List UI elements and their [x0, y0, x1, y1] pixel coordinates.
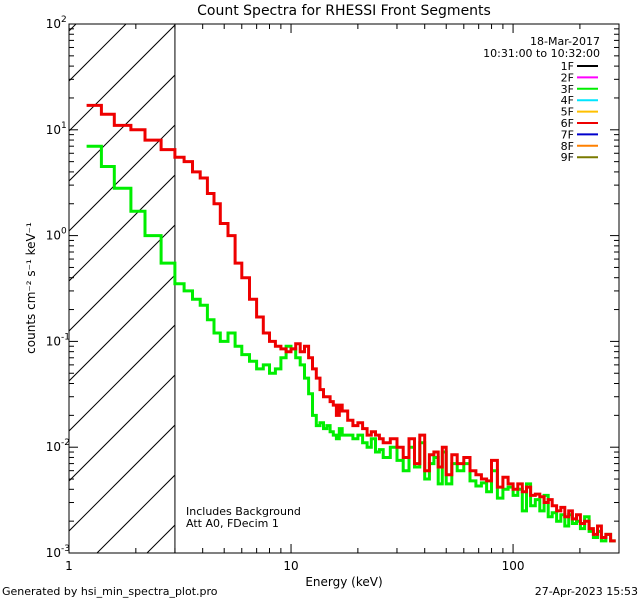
y-tick-exponent: -3: [61, 544, 70, 554]
hatch-line: [397, 0, 640, 553]
series-6F-line: [86, 103, 616, 543]
y-tick-exponent: 2: [61, 15, 67, 25]
legend-label: 3F: [561, 83, 574, 96]
y-tick-exponent: -2: [61, 438, 70, 448]
annotation-attenuator: Att A0, FDecim 1: [186, 517, 279, 530]
series-3F-line: [86, 144, 616, 543]
footer-timestamp: 27-Apr-2023 15:53: [535, 585, 638, 598]
hatch-line: [69, 424, 175, 532]
legend-item-3F: 3F: [561, 83, 598, 96]
legend-item-4F: 4F: [561, 94, 598, 107]
y-tick-base: 10: [46, 334, 61, 348]
hatch-line: [0, 0, 97, 553]
x-tick-label: 100: [502, 559, 525, 573]
legend-label: 6F: [561, 117, 574, 130]
legend-item-7F: 7F: [561, 128, 598, 141]
chart-title: Count Spectra for RHESSI Front Segments: [197, 3, 491, 19]
legend-label: 1F: [561, 60, 574, 73]
legend-item-8F: 8F: [561, 140, 598, 153]
x-axis-label: Energy (keV): [305, 575, 382, 589]
legend-item-1F: 1F: [561, 60, 598, 73]
axis-ticks: [68, 23, 620, 554]
hatched-region: [0, 0, 640, 553]
legend-date: 18-Mar-2017: [530, 35, 600, 48]
y-tick-base: 10: [46, 440, 61, 454]
y-tick-base: 10: [46, 17, 61, 31]
y-tick-base: 10: [46, 229, 61, 243]
y-tick-exponent: 1: [61, 121, 67, 131]
y-tick-base: 10: [46, 546, 61, 560]
hatch-line: [96, 474, 175, 553]
legend-item-2F: 2F: [561, 71, 598, 84]
y-tick-label: 10 0: [46, 227, 67, 243]
legend-item-9F: 9F: [561, 151, 598, 164]
legend-item-6F: 6F: [561, 117, 598, 130]
hatch-line: [69, 74, 175, 182]
legend-label: 9F: [561, 151, 574, 164]
legend-label: 2F: [561, 71, 574, 84]
footer-generated-by: Generated by hsi_min_spectra_plot.pro: [2, 585, 218, 598]
y-tick-label: 10 -2: [46, 438, 70, 454]
legend-item-5F: 5F: [561, 106, 598, 119]
y-tick-base: 10: [46, 123, 61, 137]
hatch-line: [69, 24, 175, 132]
hatch-line: [69, 224, 175, 332]
x-tick-label: 10: [283, 559, 298, 573]
legend-label: 5F: [561, 106, 574, 119]
plot-frame: [68, 23, 620, 554]
legend-time-range: 10:31:00 to 10:32:00: [483, 47, 600, 60]
legend-label: 8F: [561, 140, 574, 153]
annotation-background: Includes Background: [186, 505, 301, 518]
legend-label: 4F: [561, 94, 574, 107]
hatch-line: [69, 24, 127, 82]
y-tick-exponent: 0: [61, 227, 67, 237]
legend-label: 7F: [561, 128, 574, 141]
y-tick-label: 10 -1: [46, 332, 70, 348]
hatch-line: [69, 374, 175, 482]
y-axis-label: counts cm⁻² s⁻¹ keV⁻¹: [24, 222, 38, 354]
y-tick-label: 10 -3: [46, 544, 70, 560]
x-tick-label: 1: [65, 559, 73, 573]
y-tick-exponent: -1: [61, 332, 70, 342]
y-tick-label: 10 1: [46, 121, 67, 137]
y-tick-label: 10 2: [46, 15, 67, 31]
hatch-line: [69, 174, 175, 282]
